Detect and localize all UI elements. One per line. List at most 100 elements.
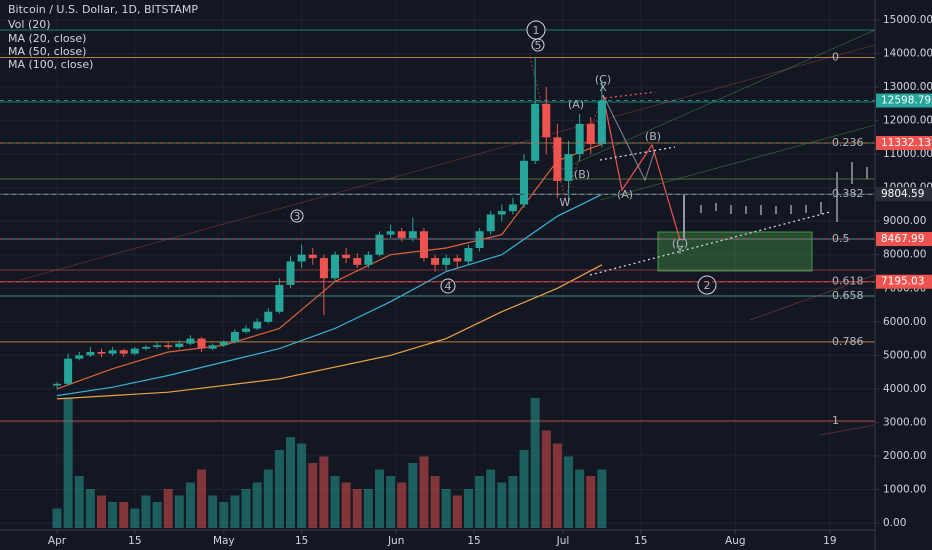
candle-body: [419, 231, 428, 259]
projection: [700, 205, 702, 213]
y-tick-label: 11000.00: [883, 148, 932, 160]
volume-bar: [308, 463, 318, 528]
projection: [760, 205, 762, 215]
candle-body: [431, 258, 440, 265]
chart-title: Bitcoin / U.S. Dollar, 1D, BITSTAMP: [8, 3, 198, 16]
volume-bar: [174, 495, 184, 528]
candle-body: [264, 311, 273, 322]
trend-line: [819, 424, 876, 436]
volume-bar: [74, 476, 84, 528]
wave-label: 4: [445, 280, 452, 293]
y-tick-label: 5000.00: [883, 349, 926, 361]
fib-label: 0: [832, 51, 839, 64]
price-box: [876, 93, 932, 108]
wave-label: 3: [294, 210, 301, 223]
price-box: [876, 232, 932, 247]
ma-line: [56, 193, 603, 397]
volume-bar: [297, 443, 307, 528]
candle-body: [297, 254, 306, 262]
x-tick-label: 15: [467, 535, 480, 547]
y-tick-label: 4000.00: [883, 383, 926, 395]
wave-label: (C): [672, 237, 688, 250]
x-tick-label: Apr: [48, 535, 67, 547]
volume-bar: [230, 495, 240, 528]
volume-bar: [108, 502, 118, 528]
candle-body: [141, 346, 150, 349]
y-tick-label: 14000.00: [883, 48, 932, 60]
candle-body: [97, 351, 106, 354]
wave-line: [529, 56, 604, 200]
volume-bar: [419, 456, 429, 528]
candle-body: [497, 211, 506, 215]
projection: [775, 206, 777, 214]
wave-circle: [440, 278, 456, 294]
x-tick-label: Jun: [387, 535, 404, 547]
legend-item: Vol (20): [8, 18, 51, 31]
wave-label: (B): [574, 168, 590, 181]
price-box-label: 7195.03: [881, 276, 924, 288]
fib-label: 0.618: [832, 275, 864, 288]
candle-body: [386, 231, 395, 235]
x-tick-label: May: [213, 535, 235, 547]
y-tick-label: 9000.00: [883, 215, 926, 227]
volume-bar: [586, 476, 596, 528]
wave-label: (A): [568, 98, 584, 111]
x-tick-label: 15: [295, 535, 308, 547]
price-box: [876, 135, 932, 150]
legend-item: MA (50, close): [8, 45, 86, 58]
x-tick-label: 15: [128, 535, 141, 547]
legend-item: MA (100, close): [8, 58, 93, 71]
x-tick-label: 15: [634, 535, 647, 547]
volume-bar: [374, 469, 384, 528]
wave-label: Y: [676, 244, 684, 257]
candle-body: [308, 254, 317, 259]
projection: [730, 205, 732, 214]
volume-bar: [441, 489, 451, 528]
candle-body: [453, 258, 462, 262]
volume-bar: [519, 450, 529, 528]
y-tick-label: 8000.00: [883, 249, 926, 261]
fib-label: 0.236: [832, 136, 864, 149]
projection: [745, 206, 747, 214]
price-box-label: 11332.13: [881, 137, 931, 149]
candle-body: [553, 137, 562, 181]
volume-bar: [486, 469, 496, 528]
fib-label: 0.382: [832, 187, 864, 200]
fib-label: 1: [832, 414, 839, 427]
volume-bar: [141, 495, 151, 528]
candle-body: [331, 254, 339, 279]
trend-line: [19, 44, 876, 281]
volume-bar: [274, 450, 284, 528]
wave-label: 2: [704, 279, 711, 292]
candle-body: [575, 123, 584, 155]
wave-circle: [531, 38, 545, 52]
candle-body: [75, 355, 84, 359]
candle-body: [86, 351, 95, 356]
volume-bar: [341, 482, 351, 528]
projection: [805, 205, 807, 213]
candle-body: [364, 254, 373, 265]
volume-bar: [497, 482, 507, 528]
candle-body: [230, 331, 239, 342]
candle-body: [219, 341, 228, 346]
volume-bar: [564, 456, 574, 528]
volume-bar: [85, 489, 95, 528]
volume-bar: [185, 482, 195, 528]
candle-body: [164, 345, 173, 347]
price-box: [876, 274, 932, 289]
price-box-label: 12598.79: [881, 95, 931, 107]
wave-circle: [290, 209, 304, 223]
volume-bar: [319, 456, 329, 528]
wave-label: 5: [535, 39, 542, 52]
volume-bar: [452, 495, 462, 528]
y-tick-label: 12000.00: [883, 115, 932, 127]
candle-body: [108, 350, 117, 354]
x-tick-label: Aug: [725, 535, 746, 547]
candle-body: [442, 258, 451, 265]
candle-body: [486, 214, 495, 232]
volume-bar: [252, 482, 262, 528]
x-tick-label: Jul: [556, 535, 570, 547]
